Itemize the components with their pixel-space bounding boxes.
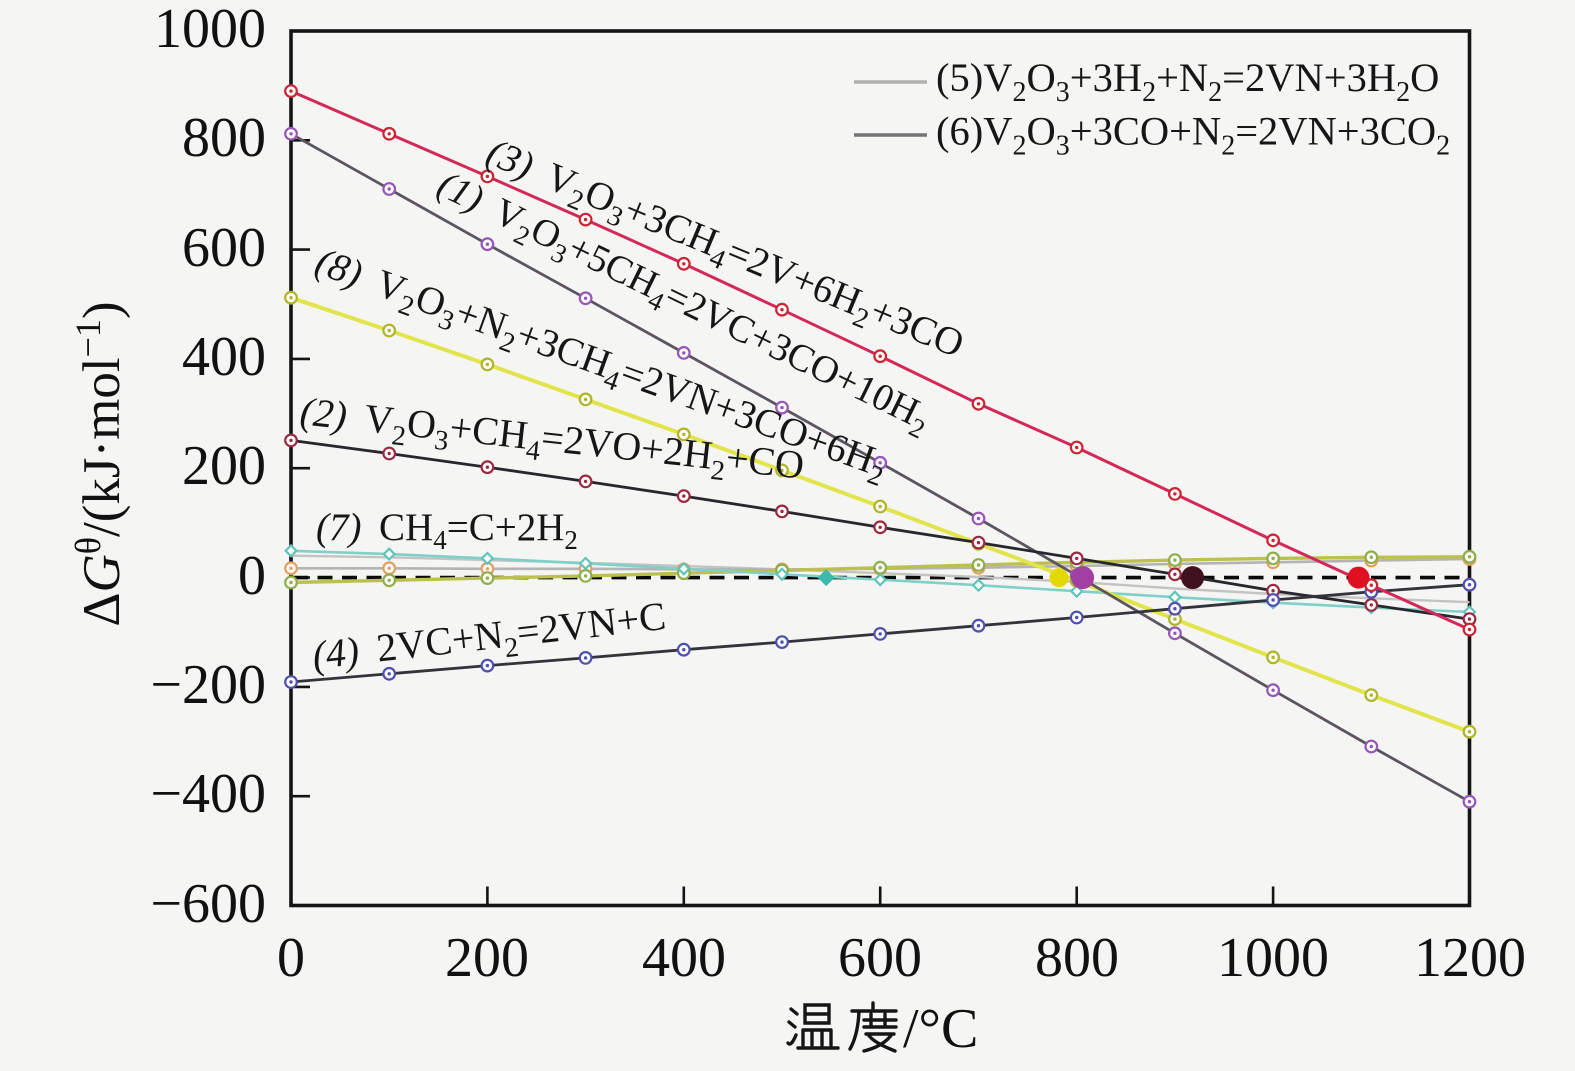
svg-text:−400: −400: [150, 763, 266, 825]
svg-text:800: 800: [1035, 927, 1119, 989]
svg-text:0: 0: [277, 927, 305, 989]
svg-text:1000: 1000: [154, 0, 266, 60]
svg-text:600: 600: [838, 927, 922, 989]
svg-text:(5)V2​O3​+3H2​+N2​=2VN+3H2​O: (5)V2​O3​+3H2​+N2​=2VN+3H2​O: [936, 55, 1439, 108]
svg-text:800: 800: [182, 107, 266, 169]
svg-text:600: 600: [182, 217, 266, 279]
svg-text:400: 400: [642, 927, 726, 989]
svg-text:−600: −600: [150, 873, 266, 935]
svg-text:(6)V2​O3​+3CO+N2​=2VN+3CO2​: (6)V2​O3​+3CO+N2​=2VN+3CO2​: [936, 109, 1450, 162]
svg-text:1000: 1000: [1217, 927, 1329, 989]
svg-text:1200: 1200: [1414, 927, 1526, 989]
svg-text:200: 200: [445, 927, 529, 989]
svg-text:/°C: /°C: [903, 998, 978, 1060]
svg-text:−200: −200: [150, 654, 266, 716]
svg-text:(7) CH4​=C+2H2​: (7) CH4​=C+2H2​: [316, 506, 578, 555]
svg-text:400: 400: [182, 326, 266, 388]
svg-text:ΔGθ/(kJ·mol−1): ΔGθ/(kJ·mol−1): [68, 301, 131, 626]
svg-text:(2) V2​O3​+CH4​=2VO+2H2​+CO: (2) V2​O3​+CH4​=2VO+2H2​+CO: [297, 388, 806, 495]
svg-text:0: 0: [238, 545, 266, 607]
svg-text:200: 200: [182, 435, 266, 497]
